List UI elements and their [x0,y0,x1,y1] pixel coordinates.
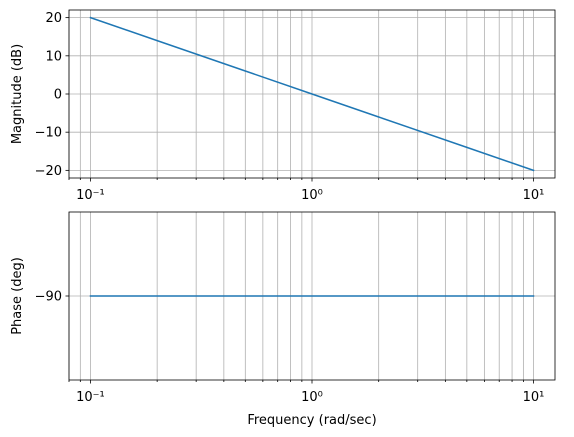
magnitude-xtick-label: 10¹ [523,188,545,203]
phase-ylabel: Phase (deg) [10,257,25,335]
magnitude-ytick-label: 10 [45,49,62,64]
phase-panel: −90 10⁻¹ 10⁰ 10¹ Phase (deg) Frequency (rad/s… [10,211,556,428]
phase-xtick-label: 10¹ [523,390,545,405]
magnitude-xtick-label: 10⁰ [301,188,323,203]
magnitude-ytick-label: −10 [35,126,62,141]
phase-xlabel: Frequency (rad/sec) [247,413,376,428]
magnitude-ylabel: Magnitude (dB) [10,44,25,144]
magnitude-panel: 20 10 0 −10 −20 10⁻¹ 10⁰ 10¹ Magnitude (dB) [10,9,556,203]
phase-xtick-label: 10⁻¹ [76,390,105,405]
magnitude-ytick-label: −20 [35,164,62,179]
magnitude-series-line [89,16,535,172]
phase-xtick-label: 10⁰ [301,390,323,405]
phase-axes-frame [68,211,556,381]
magnitude-ytick-label: 0 [54,88,62,103]
magnitude-ytick-label: 20 [45,11,62,26]
magnitude-xtick-label: 10⁻¹ [76,188,105,203]
magnitude-axes-frame [68,9,556,179]
phase-ytick-label: −90 [35,290,62,305]
